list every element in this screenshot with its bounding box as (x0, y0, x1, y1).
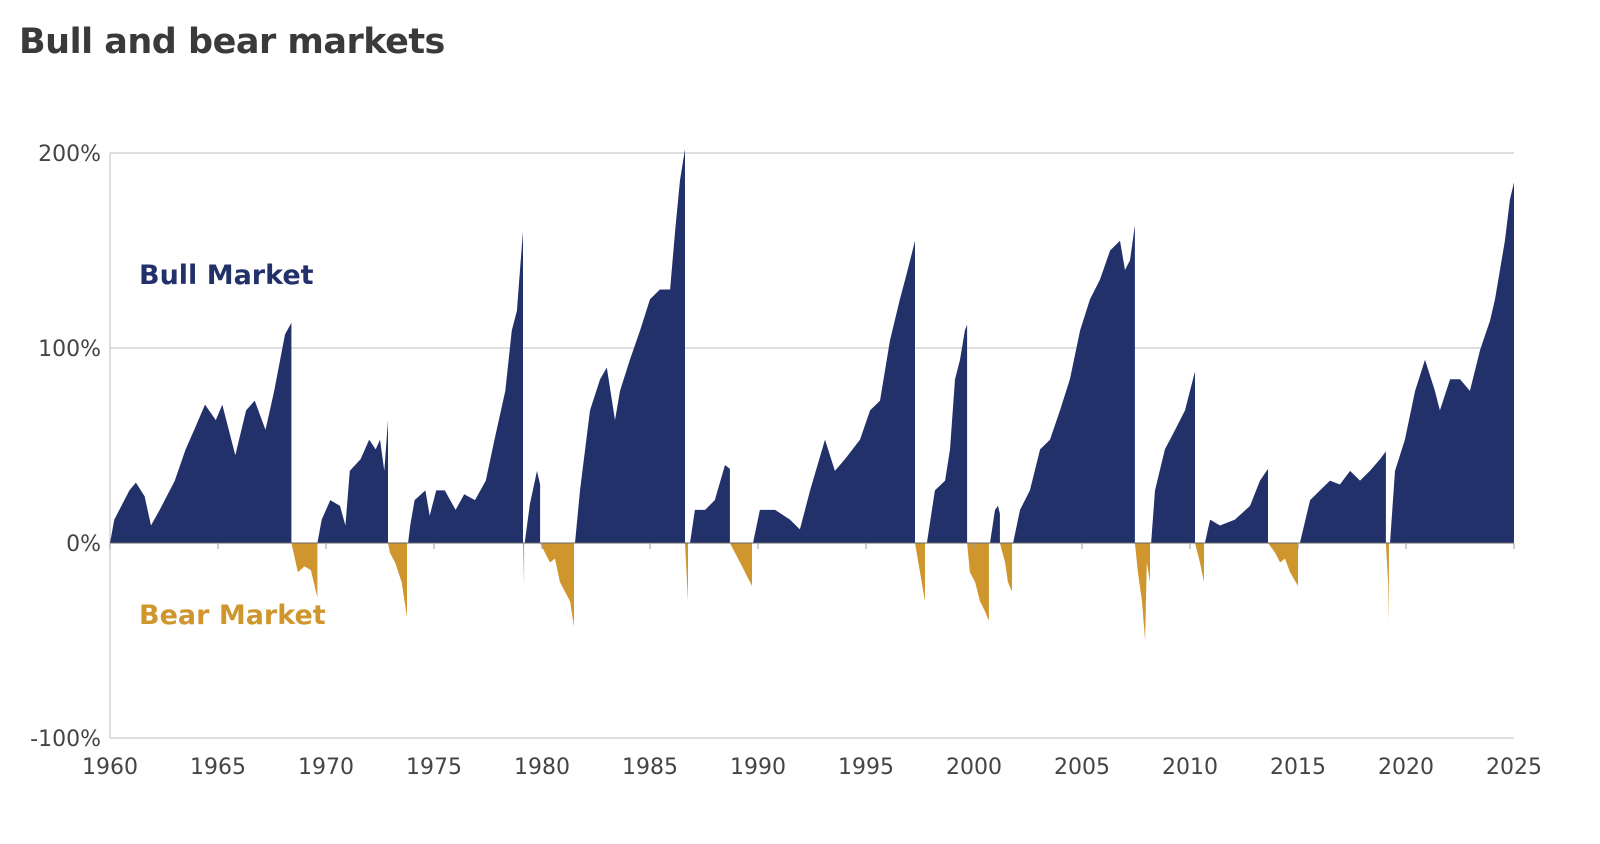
market-areas (110, 149, 1514, 641)
bear-market-area (523, 543, 525, 586)
bull-market-area (1204, 468, 1268, 543)
chart-title: Bull and bear markets (19, 22, 445, 62)
bear-market-area (729, 543, 752, 586)
bear-market-area (915, 543, 925, 602)
bear-market-area (1134, 543, 1150, 641)
bull-market-area (1299, 451, 1386, 543)
bear-market-area (291, 543, 318, 598)
bear-market-area (1195, 543, 1204, 582)
x-tick-label: 2000 (946, 755, 1002, 780)
x-tick-label: 1995 (838, 755, 894, 780)
x-tick-label: 2015 (1270, 755, 1326, 780)
y-tick-label: 0% (66, 532, 101, 557)
x-tick-label: 1960 (82, 755, 138, 780)
bull-market-area (524, 470, 541, 543)
x-tick-label: 1970 (298, 755, 354, 780)
bull-market-area (990, 505, 1000, 543)
x-tick-label: 2010 (1162, 755, 1218, 780)
x-tick-label: 1980 (514, 755, 570, 780)
x-tick-label: 2020 (1378, 755, 1434, 780)
bear-market-area (1385, 543, 1389, 621)
bull-market-label: Bull Market (139, 260, 314, 291)
bull-market-area (408, 231, 523, 543)
gridlines (109, 152, 1514, 739)
bear-market-area (1268, 543, 1298, 586)
bull-market-area (926, 324, 968, 543)
bull-market-area (317, 420, 388, 543)
x-tick-label: 1975 (406, 755, 462, 780)
x-tick-label: 1985 (622, 755, 678, 780)
x-tick-label: 2025 (1486, 755, 1542, 780)
bear-market-area (540, 543, 574, 627)
bear-market-area (685, 543, 688, 602)
axes: 200% 100% 0% -100% 1960 1965 1970 1975 1980 1985 1… (30, 142, 1542, 780)
bull-market-area (753, 240, 915, 544)
y-tick-label: -100% (30, 727, 101, 752)
bear-market-area (388, 543, 407, 618)
bull-market-area (1151, 371, 1195, 543)
x-tick-label: 2005 (1054, 755, 1110, 780)
bear-market-label: Bear Market (139, 600, 326, 631)
bull-market-area (575, 149, 685, 543)
x-tick-label: 1965 (190, 755, 246, 780)
x-tick-label: 1990 (730, 755, 786, 780)
y-tick-label: 100% (38, 337, 101, 362)
bull-market-area (1013, 225, 1135, 543)
y-tick-label: 200% (38, 142, 101, 167)
bear-market-area (967, 543, 989, 621)
bull-market-area (110, 322, 292, 543)
bear-market-area (999, 543, 1012, 592)
bull-market-area (1390, 182, 1514, 544)
bull-market-area (690, 465, 730, 543)
